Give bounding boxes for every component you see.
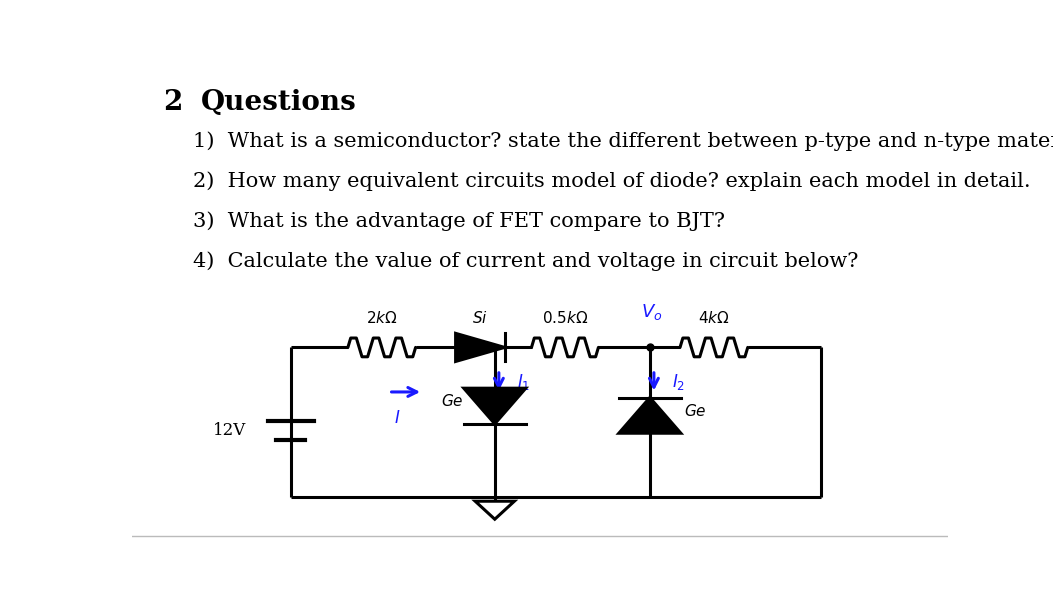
Text: $I$: $I$	[394, 410, 400, 427]
Text: 2: 2	[162, 90, 182, 116]
Text: 1)  What is a semiconductor? state the different between p-type and n-type mater: 1) What is a semiconductor? state the di…	[193, 132, 1053, 152]
Text: Questions: Questions	[201, 90, 357, 116]
Polygon shape	[619, 398, 681, 433]
Text: $Ge$: $Ge$	[441, 393, 463, 409]
Text: $2k\Omega$: $2k\Omega$	[366, 311, 398, 326]
Polygon shape	[475, 501, 514, 519]
Text: $0.5k\Omega$: $0.5k\Omega$	[542, 311, 588, 326]
Polygon shape	[463, 388, 525, 424]
Text: $Ge$: $Ge$	[684, 403, 707, 419]
Polygon shape	[456, 333, 504, 362]
Text: 3)  What is the advantage of FET compare to BJT?: 3) What is the advantage of FET compare …	[193, 211, 724, 231]
Text: $I_1$: $I_1$	[517, 371, 530, 392]
Text: $V_o$: $V_o$	[640, 301, 662, 322]
Text: 12V: 12V	[213, 422, 246, 439]
Text: $4k\Omega$: $4k\Omega$	[698, 311, 730, 326]
Text: $I_2$: $I_2$	[672, 371, 686, 392]
Text: 2)  How many equivalent circuits model of diode? explain each model in detail.: 2) How many equivalent circuits model of…	[193, 172, 1031, 191]
Text: 4)  Calculate the value of current and voltage in circuit below?: 4) Calculate the value of current and vo…	[193, 252, 858, 271]
Text: $Si$: $Si$	[472, 311, 488, 326]
